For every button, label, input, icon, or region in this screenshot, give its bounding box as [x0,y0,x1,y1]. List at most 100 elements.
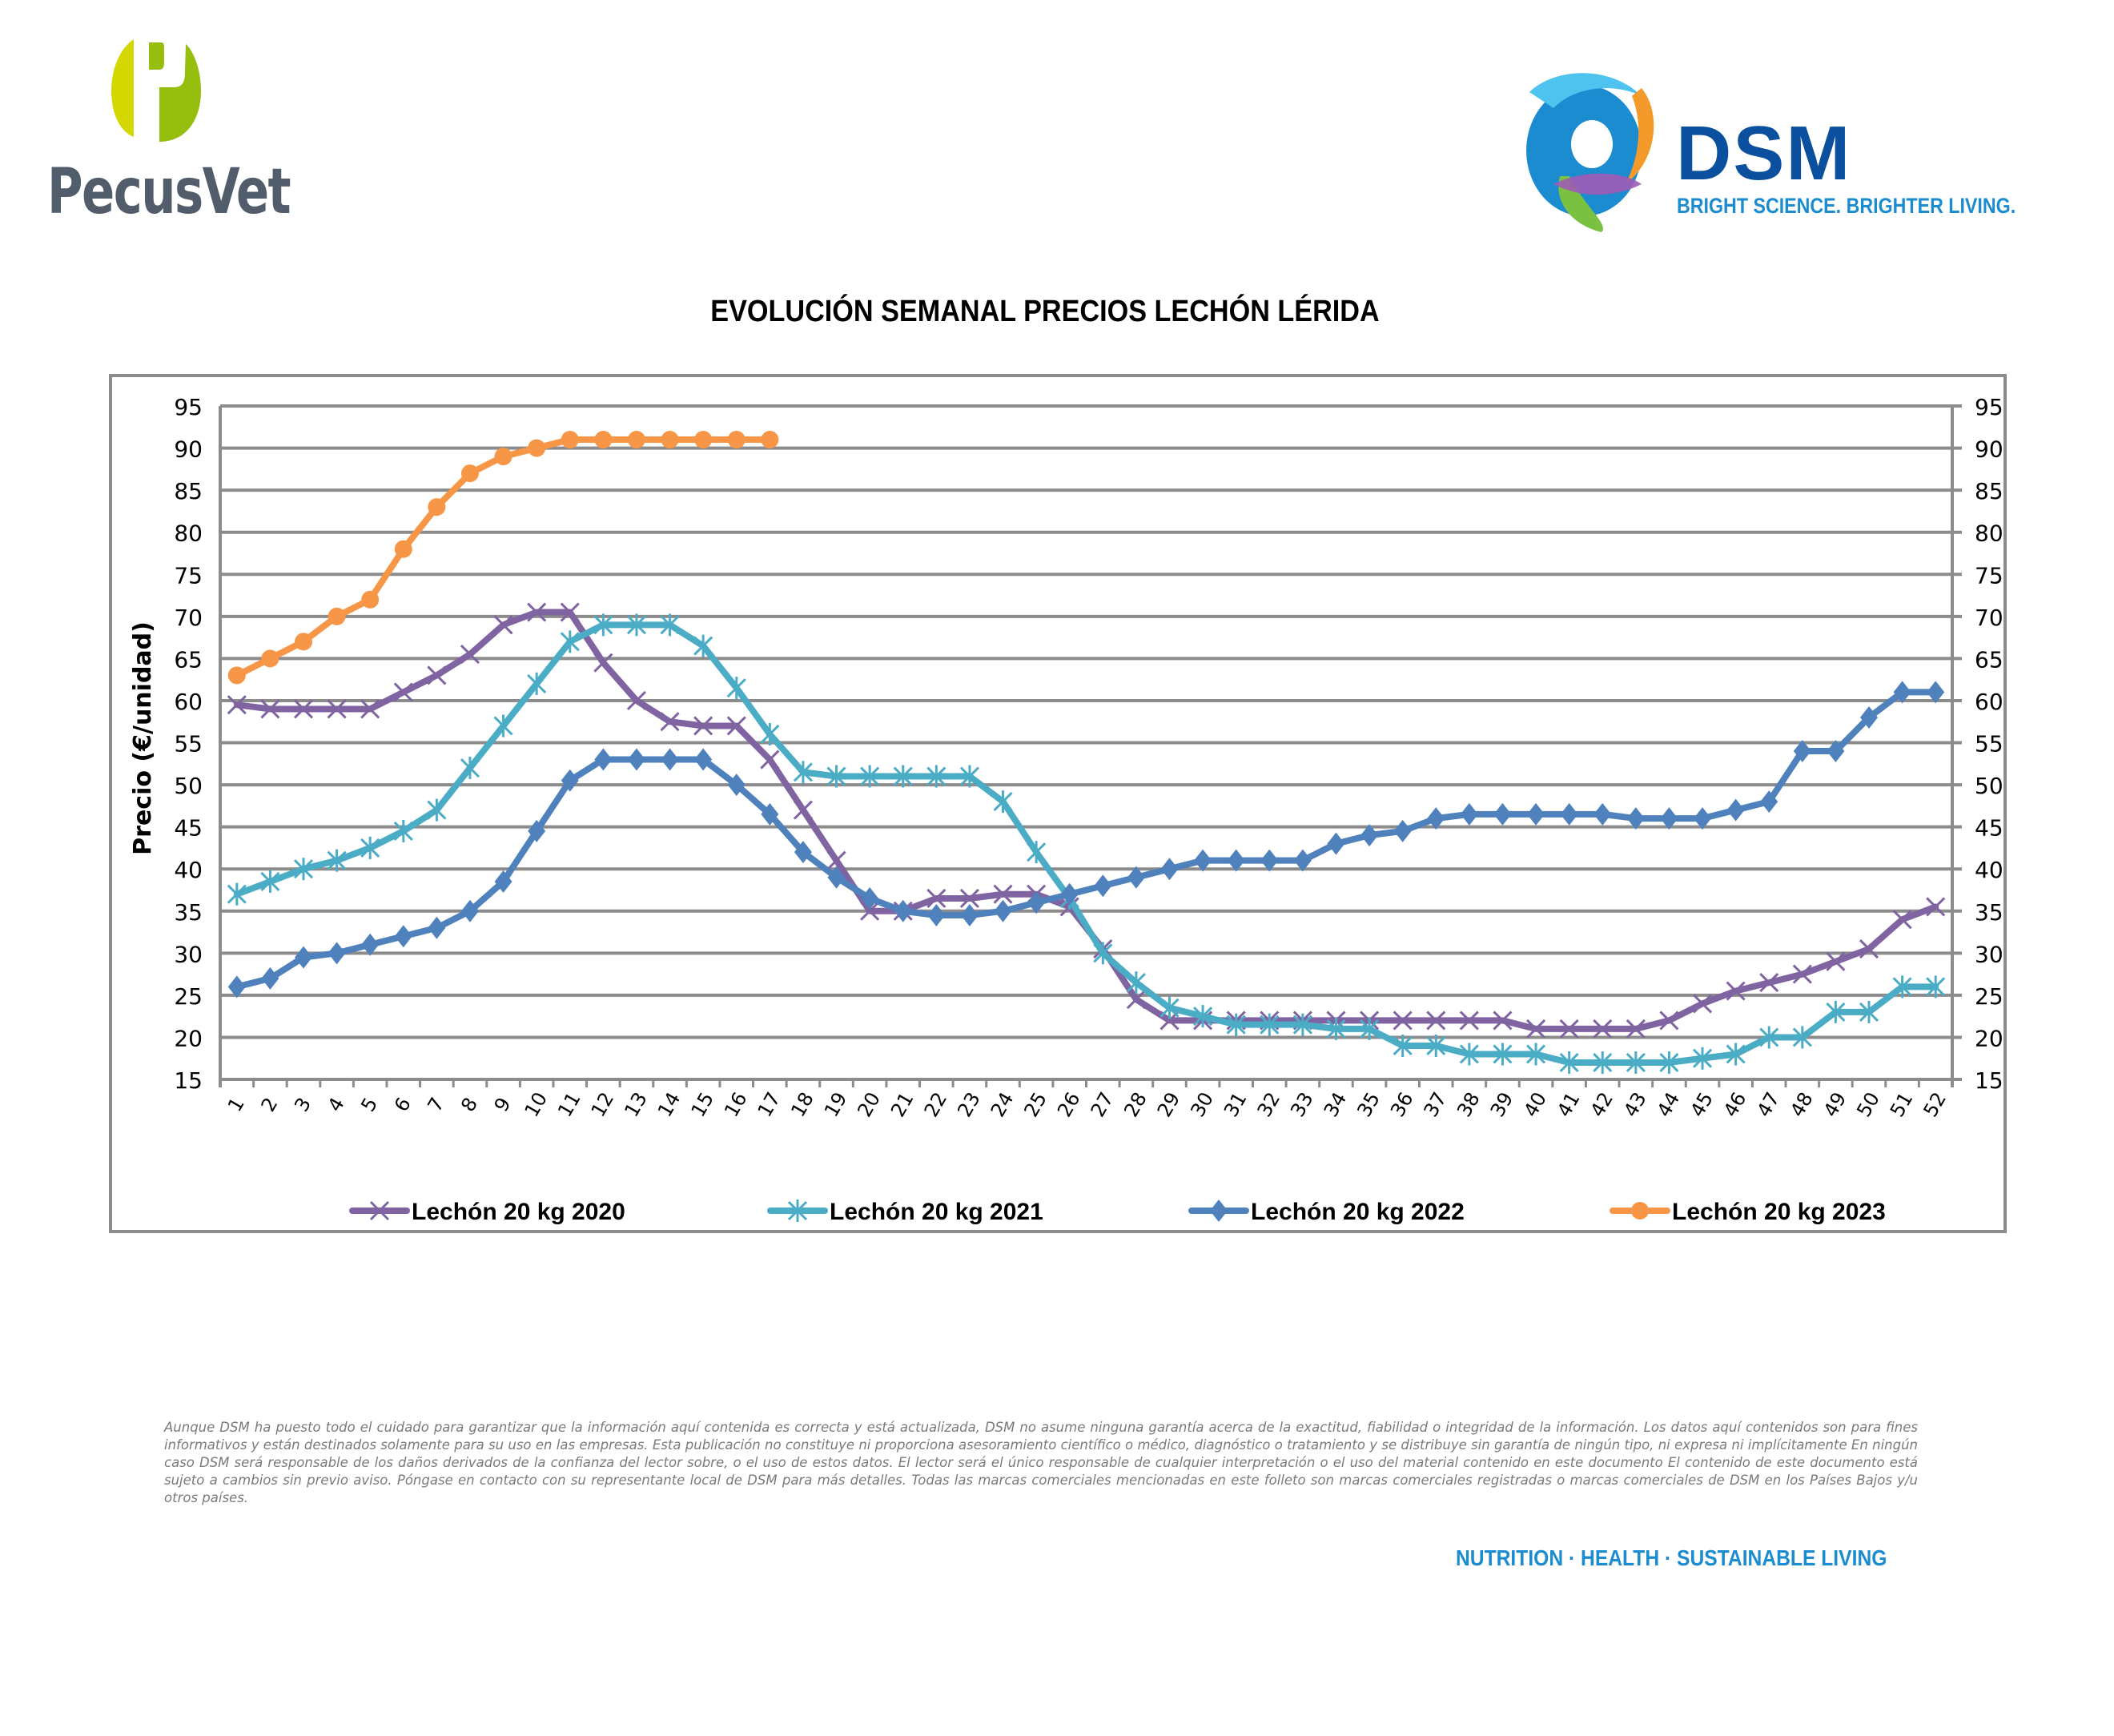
y-tick-label-left: 30 [174,941,203,967]
marker-circle [428,498,446,516]
data-point [1694,807,1712,830]
x-tick-label: 2 [257,1094,283,1115]
marker-diamond [1660,807,1678,830]
data-point [1726,1043,1746,1066]
data-point [627,748,645,771]
y-tick-label-left: 50 [174,773,203,799]
data-point [726,677,746,700]
data-point [1060,882,1079,906]
marker-diamond [1493,802,1512,826]
data-point [1594,802,1612,826]
data-point [826,850,846,870]
marker-diamond [261,966,279,990]
marker-diamond [561,769,579,792]
marker-star [826,765,846,788]
data-point [327,699,347,719]
marker-diamond [1860,705,1879,729]
data-point [328,942,346,965]
data-point [1626,807,1645,830]
marker-diamond [1393,819,1412,842]
data-point [593,613,613,637]
y-tick-label-left: 95 [174,394,203,420]
data-point [1193,1005,1213,1028]
data-point [1393,819,1412,842]
y-tick-label-right: 80 [1975,520,2003,547]
x-tick-label: 20 [853,1088,885,1120]
y-tick-label-left: 25 [174,983,203,1010]
series-lechón-20-kg-2023 [227,431,779,685]
marker-diamond [227,975,246,999]
y-tick-label-right: 75 [1975,562,2003,589]
marker-diamond [1360,824,1379,847]
marker-x [860,901,880,921]
data-point [494,870,512,893]
marker-star [493,714,513,737]
y-axis-left-ticks: 15 20 25 30 35 40 45 50 55 60 65 70 75 80 85 90 95 [174,394,203,1094]
marker-diamond [1227,849,1245,872]
data-point [560,602,580,622]
data-point [1459,1011,1479,1031]
data-point [994,899,1012,922]
data-point [528,819,546,842]
data-point [1792,1026,1812,1049]
marker-diamond [1527,802,1545,826]
marker-diamond [861,886,879,910]
marker-circle [227,666,246,685]
marker-x [959,888,979,909]
marker-x [1559,1019,1579,1039]
marker-x [227,695,247,715]
pecusvet-logo: PecusVet [44,36,308,236]
marker-star [1692,1047,1713,1070]
marker-x [1426,1011,1446,1031]
marker-diamond [927,904,946,927]
data-point [427,798,447,822]
y-tick-label-left: 20 [174,1025,203,1051]
x-tick-label: 31 [1220,1088,1252,1120]
legend-item: Lechón 20 kg 2021 [767,1199,1043,1225]
dsm-tagline: BRIGHT SCIENCE. BRIGHTER LIVING. [1677,194,2016,218]
x-tick-label: 13 [620,1088,652,1120]
x-tick-label: 44 [1653,1088,1685,1120]
marker-star [460,757,480,780]
x-tick-label: 18 [786,1088,818,1120]
data-point [1792,964,1812,984]
marker-circle [727,431,746,449]
marker-diamond [1760,790,1778,814]
marker-diamond [1260,849,1279,872]
marker-x [460,645,480,665]
marker-star [293,858,314,881]
marker-star [260,870,280,893]
marker-x [327,699,347,719]
data-point [726,716,746,736]
y-axis-right-ticks: 15 20 25 30 35 40 45 50 55 60 65 70 75 80 85 90 95 [1975,394,2003,1094]
data-point [1560,802,1578,826]
data-point [627,431,645,449]
series-line [233,689,1939,991]
legend-item: Lechón 20 kg 2023 [1610,1199,1886,1225]
data-point [1626,1019,1646,1039]
marker-diamond [528,819,546,842]
axes [219,406,1954,1087]
data-point [1459,1043,1479,1066]
marker-star [726,677,746,700]
marker-diamond [428,916,446,939]
marker-star [1892,975,1912,999]
x-tick-label: 52 [1919,1088,1951,1120]
data-point [727,774,746,797]
marker-diamond [1726,798,1745,822]
marker-star [1292,1013,1312,1036]
marker-diamond [1927,681,1945,704]
data-point [460,464,479,483]
data-point [1793,740,1811,763]
marker-x [369,1200,390,1221]
x-tick-label: 25 [1019,1088,1051,1120]
marker-x [527,602,547,622]
legend-label: Lechón 20 kg 2021 [830,1199,1043,1225]
data-point [660,613,680,637]
data-point [1360,824,1379,847]
marker-circle [328,607,346,625]
x-tick-label: 28 [1119,1088,1151,1120]
x-tick-label: 37 [1420,1088,1452,1120]
data-point [293,858,314,881]
y-tick-label-right: 60 [1975,689,2003,715]
